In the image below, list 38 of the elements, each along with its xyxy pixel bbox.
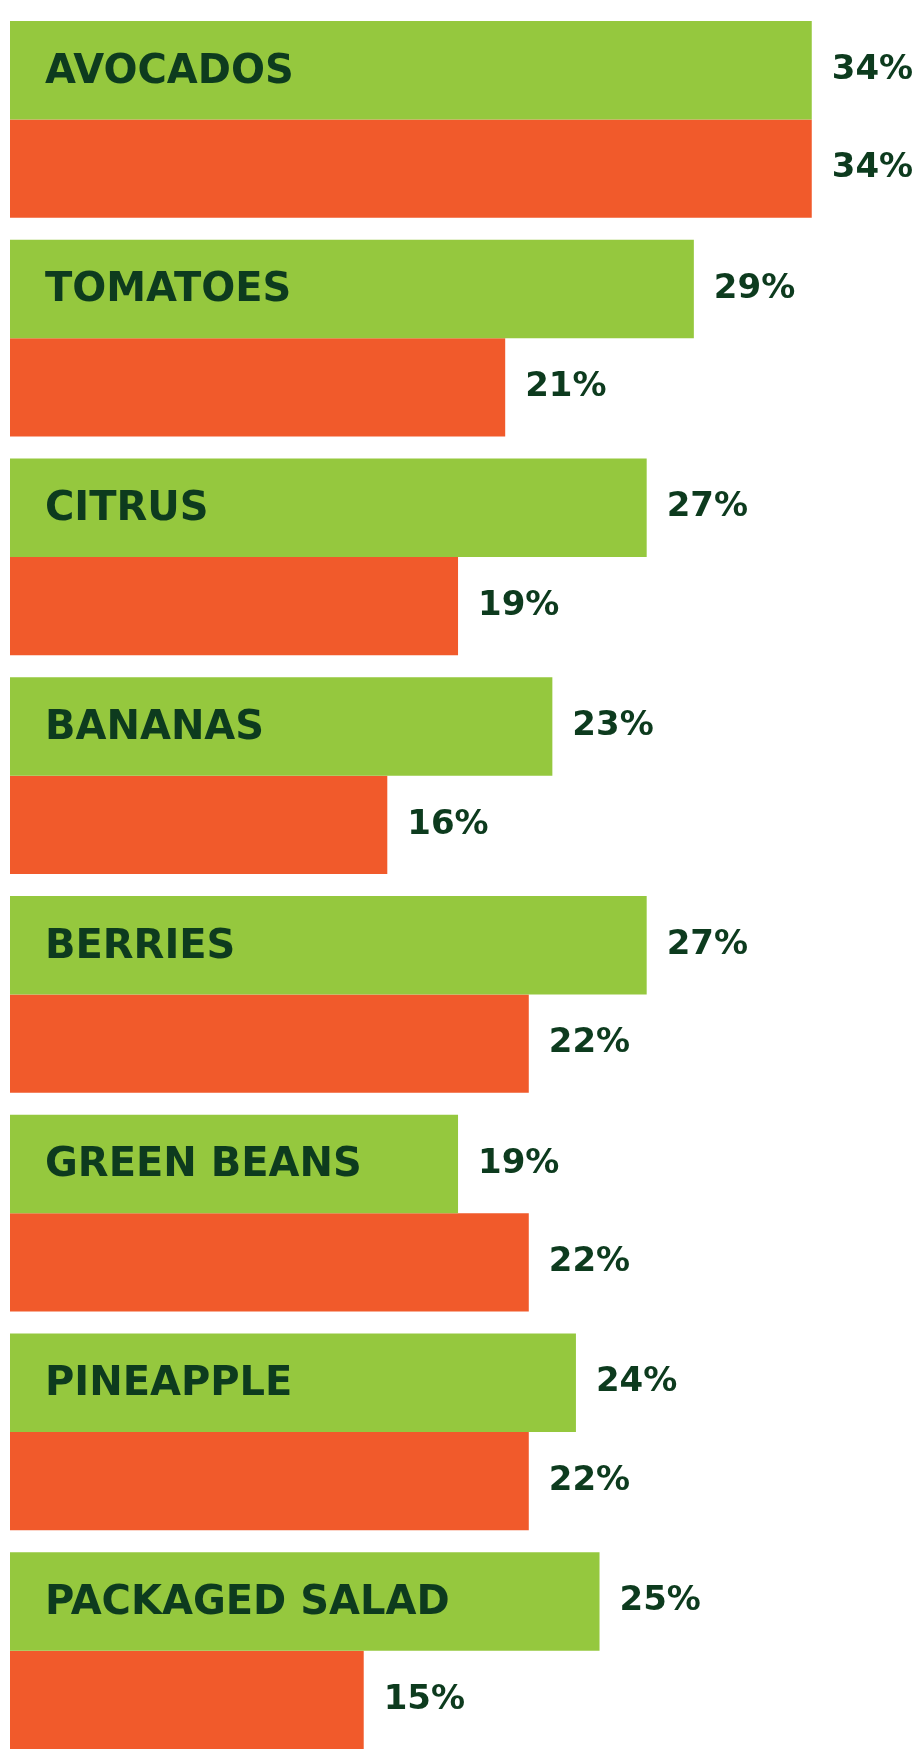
- data-label: 15%: [383, 1676, 466, 1717]
- data-label: 22%: [548, 1239, 631, 1280]
- data-label: 34%: [831, 46, 914, 87]
- data-label: 34%: [831, 145, 914, 186]
- y-tick-label: GREEN BEANS: [45, 1139, 362, 1186]
- bar: [10, 119, 812, 218]
- bar: [10, 239, 694, 339]
- data-label: 22%: [548, 1020, 631, 1061]
- y-tick-label: AVOCADOS: [45, 45, 294, 92]
- bar: [10, 458, 647, 557]
- data-label: 22%: [548, 1457, 631, 1498]
- y-tick-label: PINEAPPLE: [45, 1358, 293, 1405]
- data-label: 23%: [572, 703, 654, 744]
- bar: [10, 677, 553, 776]
- y-tick-label: CITRUS: [45, 483, 209, 530]
- data-label: 27%: [666, 921, 749, 962]
- bar: [10, 1431, 529, 1531]
- data-label: 16%: [407, 801, 489, 842]
- bar: [10, 1213, 529, 1312]
- data-label: 25%: [619, 1578, 701, 1619]
- bar: [10, 994, 529, 1093]
- bar: [10, 775, 388, 875]
- y-tick-label: BERRIES: [45, 920, 236, 967]
- data-label: 19%: [478, 1140, 560, 1181]
- bar: [10, 556, 459, 656]
- y-tick-label: TOMATOES: [45, 264, 292, 311]
- data-label: 21%: [525, 364, 607, 405]
- data-label: 29%: [713, 265, 796, 306]
- data-label: 27%: [666, 484, 749, 525]
- data-label: 24%: [595, 1359, 678, 1400]
- bar: [10, 1650, 364, 1749]
- bar: [10, 1333, 576, 1432]
- bar: [10, 338, 506, 437]
- bar: [10, 895, 647, 995]
- y-tick-label: BANANAS: [45, 701, 265, 748]
- y-tick-label: PACKAGED SALAD: [45, 1576, 450, 1623]
- data-label: 19%: [478, 582, 560, 623]
- bar: [10, 20, 812, 120]
